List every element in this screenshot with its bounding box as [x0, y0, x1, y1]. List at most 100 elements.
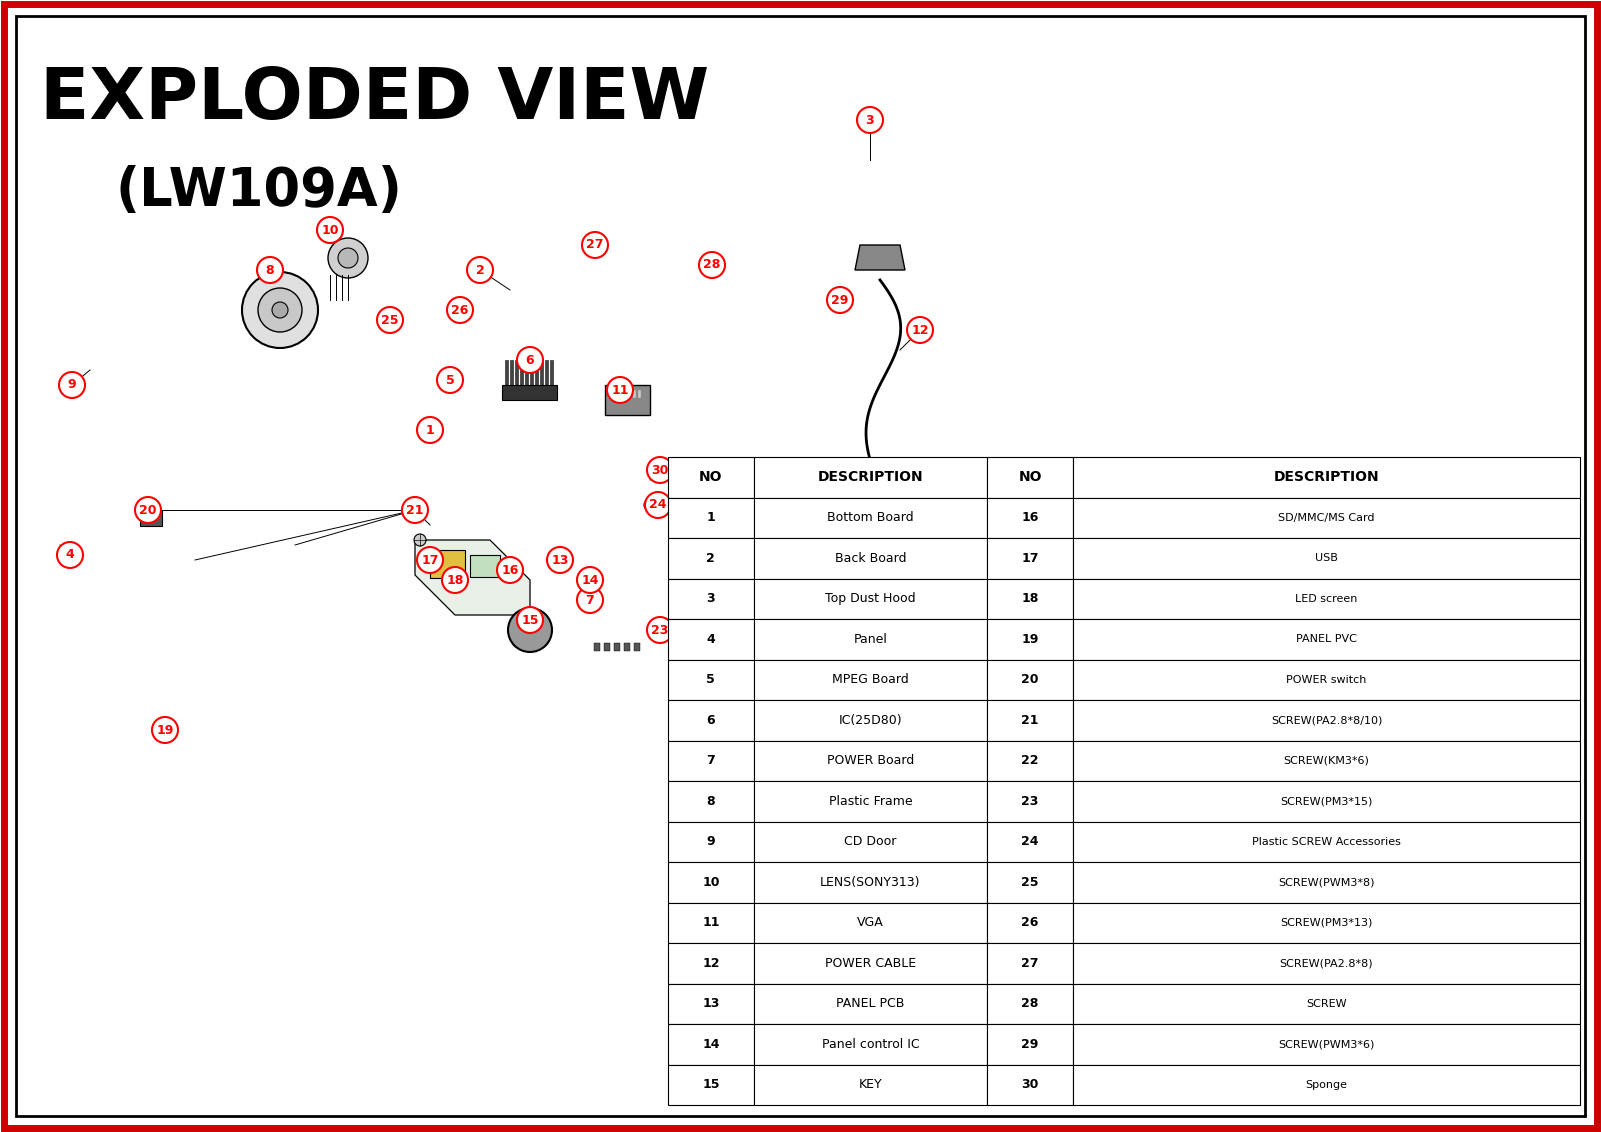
Circle shape	[496, 557, 524, 583]
Text: 22: 22	[1021, 754, 1039, 767]
Bar	[551, 360, 552, 395]
Polygon shape	[415, 540, 530, 615]
Circle shape	[508, 608, 552, 652]
Text: 26: 26	[1021, 916, 1039, 929]
Text: SCREW: SCREW	[1306, 998, 1346, 1009]
Bar	[754, 943, 988, 984]
Text: 5: 5	[445, 374, 455, 386]
Bar	[988, 497, 1073, 538]
Text: SCREW(PA2.8*8): SCREW(PA2.8*8)	[1279, 959, 1374, 968]
Text: DESCRIPTION: DESCRIPTION	[1274, 470, 1380, 484]
Bar	[668, 700, 754, 740]
Bar	[668, 902, 754, 943]
Polygon shape	[1041, 100, 1130, 340]
Circle shape	[615, 284, 626, 295]
Text: 7: 7	[706, 754, 716, 767]
Bar	[431, 550, 464, 578]
Text: 17: 17	[421, 554, 439, 566]
Text: 20: 20	[139, 504, 157, 516]
Bar	[613, 391, 616, 398]
Text: 23: 23	[652, 624, 669, 636]
Bar	[908, 575, 913, 595]
Circle shape	[59, 372, 85, 398]
Bar	[988, 861, 1073, 902]
Circle shape	[416, 547, 443, 573]
Text: 16: 16	[501, 564, 519, 576]
Polygon shape	[620, 180, 640, 340]
Bar	[754, 1064, 988, 1105]
Bar	[605, 585, 645, 625]
Ellipse shape	[624, 494, 655, 506]
Text: 14: 14	[581, 574, 599, 586]
Text: 20: 20	[1021, 674, 1039, 686]
Text: Plastic Frame: Plastic Frame	[829, 795, 913, 808]
Text: 13: 13	[551, 554, 568, 566]
Bar	[584, 588, 592, 594]
Circle shape	[857, 108, 884, 132]
Bar	[540, 360, 543, 395]
Text: NO: NO	[1018, 470, 1042, 484]
Bar	[1073, 861, 1580, 902]
Bar	[754, 619, 988, 660]
Bar	[1073, 578, 1580, 619]
Text: EXPLODED VIEW: EXPLODED VIEW	[40, 65, 709, 134]
Bar	[139, 511, 162, 526]
Circle shape	[576, 567, 604, 593]
Text: Plastic SCREW Accessories: Plastic SCREW Accessories	[1252, 837, 1401, 847]
Text: IC(25D80): IC(25D80)	[839, 714, 903, 727]
Text: 12: 12	[911, 324, 929, 336]
Text: 29: 29	[831, 293, 849, 307]
Circle shape	[647, 457, 672, 483]
Circle shape	[828, 288, 853, 314]
Text: 26: 26	[451, 303, 469, 317]
Bar	[511, 360, 512, 395]
Text: 5: 5	[706, 674, 716, 686]
Circle shape	[317, 217, 343, 243]
Bar	[623, 391, 626, 398]
Bar	[471, 555, 500, 577]
Bar	[988, 619, 1073, 660]
Bar	[1073, 619, 1580, 660]
Polygon shape	[35, 720, 215, 735]
Circle shape	[700, 252, 725, 278]
Text: USB: USB	[1314, 554, 1338, 564]
Bar	[628, 391, 631, 398]
Text: Sponge: Sponge	[1305, 1080, 1348, 1090]
Text: Top Dust Hood: Top Dust Hood	[825, 592, 916, 606]
Text: 8: 8	[266, 264, 274, 276]
Polygon shape	[195, 320, 431, 380]
Circle shape	[416, 417, 443, 443]
Text: 7: 7	[586, 593, 594, 607]
Bar	[1073, 538, 1580, 578]
Bar	[639, 391, 640, 398]
Circle shape	[709, 258, 722, 271]
Bar	[668, 1064, 754, 1105]
Text: 4: 4	[706, 633, 716, 645]
Bar	[1073, 943, 1580, 984]
Text: 18: 18	[1021, 592, 1039, 606]
Text: 27: 27	[1021, 957, 1039, 970]
Text: 3: 3	[706, 592, 716, 606]
Bar	[668, 457, 754, 497]
Text: 13: 13	[703, 997, 719, 1010]
Bar	[1073, 984, 1580, 1024]
Polygon shape	[391, 265, 431, 380]
Circle shape	[455, 301, 466, 314]
Polygon shape	[19, 345, 210, 395]
Circle shape	[554, 305, 567, 316]
Bar	[988, 781, 1073, 822]
Text: 11: 11	[612, 384, 629, 396]
Bar	[1073, 1064, 1580, 1105]
Bar	[889, 575, 893, 595]
Circle shape	[437, 367, 463, 393]
Bar	[754, 984, 988, 1024]
Circle shape	[295, 645, 365, 715]
Bar	[754, 902, 988, 943]
Text: LED screen: LED screen	[1295, 594, 1358, 603]
Circle shape	[402, 497, 427, 523]
Circle shape	[152, 717, 178, 743]
Bar	[504, 360, 508, 395]
Bar	[668, 943, 754, 984]
Polygon shape	[19, 751, 511, 880]
Text: SCREW(PWM3*8): SCREW(PWM3*8)	[1278, 877, 1375, 887]
